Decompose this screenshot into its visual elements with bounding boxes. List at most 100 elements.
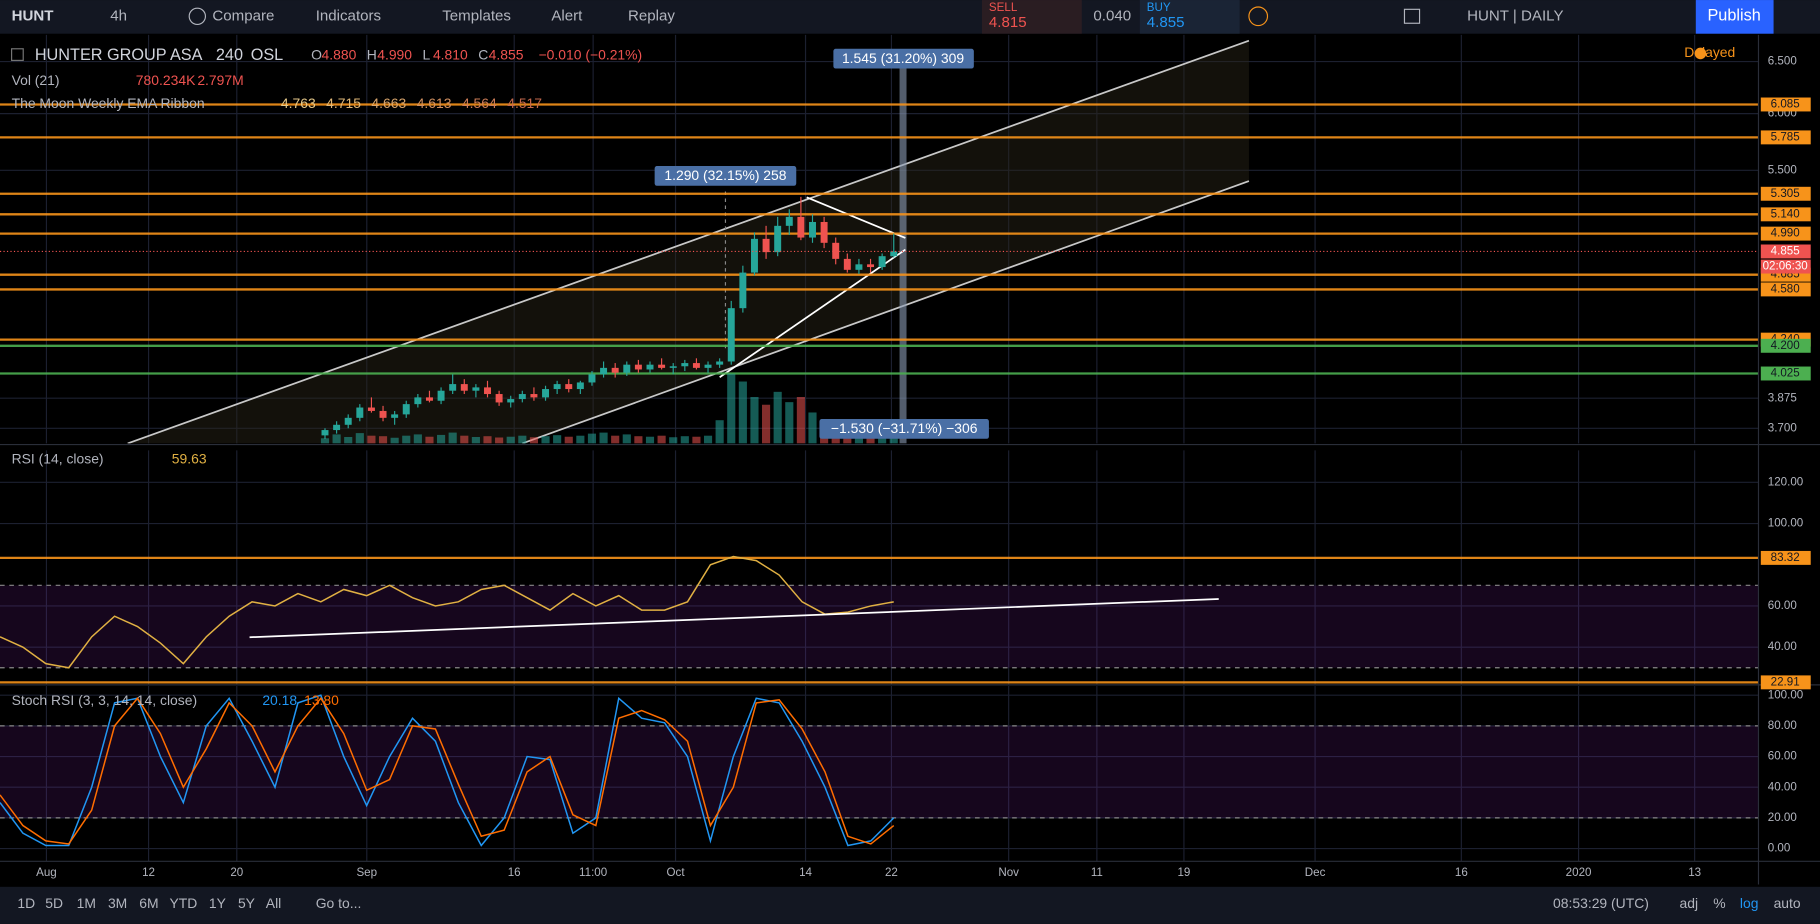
buy-box[interactable]: [1139, 0, 1240, 34]
goto-button[interactable]: Go to...: [316, 895, 362, 911]
compare-icon: [188, 7, 207, 25]
x-tick-label: Nov: [998, 866, 1019, 879]
candle-body: [727, 308, 735, 362]
channel-lower: [522, 180, 1250, 444]
warning-icon[interactable]: [1248, 6, 1269, 27]
y-tick-label: 80.00: [1768, 719, 1797, 732]
range-button[interactable]: 5D: [45, 895, 63, 911]
level-label-bg: [1760, 207, 1811, 222]
candle-body: [774, 225, 782, 253]
indicator-name: Vol (21): [12, 72, 60, 88]
range-button[interactable]: 1M: [77, 895, 96, 911]
candle-body: [890, 251, 898, 257]
y-tick-label: 60.00: [1768, 599, 1797, 612]
stoch-line: [0, 697, 895, 845]
range-button[interactable]: 3M: [108, 895, 127, 911]
publish-bg[interactable]: [1695, 0, 1774, 34]
x-tick-label: 19: [1177, 866, 1190, 879]
level-label: 5.305: [1771, 187, 1800, 200]
candle-body: [576, 382, 584, 390]
symbol-search[interactable]: HUNT: [12, 7, 55, 24]
candle-body: [867, 264, 875, 268]
y-tick-label: 40.00: [1768, 640, 1797, 653]
layout-name[interactable]: HUNT | DAILY: [1467, 7, 1563, 24]
range-button[interactable]: 1D: [17, 895, 35, 911]
level-label: 4.855: [1771, 245, 1800, 258]
candle-body: [611, 367, 619, 373]
candle-body: [692, 363, 700, 368]
range-button[interactable]: 1Y: [209, 895, 226, 911]
volume-bar: [622, 434, 631, 444]
y-tick-label: 3.875: [1768, 391, 1797, 404]
candle-body: [820, 221, 828, 243]
level-label-bg: [1760, 338, 1811, 353]
level-label-bg: [1760, 244, 1811, 259]
scale-option[interactable]: log: [1740, 895, 1759, 911]
top-toolbar: HUNT 4h Compare Indicators Templates Ale…: [0, 0, 1820, 34]
bottom-bg: [0, 886, 1820, 924]
indicator-value: 59.63: [172, 450, 207, 466]
annotation: 1.290 (32.15%) 258: [664, 167, 786, 183]
replay-button[interactable]: Replay: [628, 7, 675, 24]
volume-bar: [634, 436, 643, 444]
volume-bar: [599, 432, 608, 444]
grid: [0, 34, 1759, 862]
candle-body: [878, 256, 886, 268]
scale-option[interactable]: adj: [1680, 895, 1699, 911]
volume-bar: [355, 433, 364, 444]
indicators-button[interactable]: Indicators: [316, 7, 381, 24]
candle-body: [843, 258, 851, 270]
level-label-bg: [1760, 675, 1811, 690]
indicator-value: 4.517: [507, 95, 542, 111]
candle-body: [530, 394, 538, 398]
volume-bar: [762, 404, 771, 444]
candle-body: [391, 414, 399, 418]
level-label-bg: [1760, 550, 1811, 565]
volume-bar: [611, 435, 620, 444]
clock: 08:53:29 (UTC): [1553, 895, 1649, 911]
x-tick-label: 13: [1688, 866, 1701, 879]
range-button[interactable]: YTD: [169, 895, 197, 911]
level-label: 4.200: [1771, 339, 1800, 352]
buy-price: 4.855: [1147, 14, 1185, 31]
volume-bar: [587, 433, 597, 444]
indicator-value: 2.797M: [197, 72, 243, 88]
level-label: 22.91: [1771, 675, 1800, 688]
y-tick-label: 120.00: [1768, 475, 1803, 488]
candle-body: [855, 264, 863, 270]
candle-body: [600, 367, 608, 375]
status-icon: [1694, 47, 1707, 60]
sell-box[interactable]: [981, 0, 1082, 34]
scale-option[interactable]: auto: [1774, 895, 1801, 911]
scale-option[interactable]: %: [1713, 895, 1725, 911]
volume-bar: [506, 436, 515, 444]
volume-bar: [715, 420, 724, 444]
x-tick-label: Dec: [1305, 866, 1326, 879]
band: [0, 725, 1759, 818]
x-tick-label: Oct: [667, 866, 686, 879]
volume-bar: [750, 397, 759, 444]
x-tick-label: 20: [230, 866, 243, 879]
range-button[interactable]: 5Y: [238, 895, 255, 911]
annotation: 1.545 (31.20%) 309: [842, 50, 964, 66]
candle-body: [333, 424, 341, 431]
alert-button[interactable]: Alert: [551, 7, 583, 24]
compare-button[interactable]: Compare: [212, 7, 274, 24]
range-button[interactable]: 6M: [139, 895, 158, 911]
x-tick-label: Sep: [356, 866, 377, 879]
level-label: 4.580: [1771, 282, 1800, 295]
ohlc-value: 4.810: [433, 46, 468, 62]
indicator-value: 780.234K: [136, 72, 196, 88]
candle-body: [414, 397, 422, 405]
candle-body: [669, 366, 677, 368]
layout-icon[interactable]: [1403, 8, 1421, 24]
templates-button[interactable]: Templates: [442, 7, 511, 24]
publish-button[interactable]: Publish: [1707, 7, 1760, 25]
x-tick-label: Aug: [36, 866, 57, 879]
candle-body: [344, 417, 352, 425]
annotation: −1.530 (−31.71%) −306: [831, 420, 978, 436]
interval-button[interactable]: 4h: [110, 7, 127, 24]
range-button[interactable]: All: [266, 895, 281, 911]
